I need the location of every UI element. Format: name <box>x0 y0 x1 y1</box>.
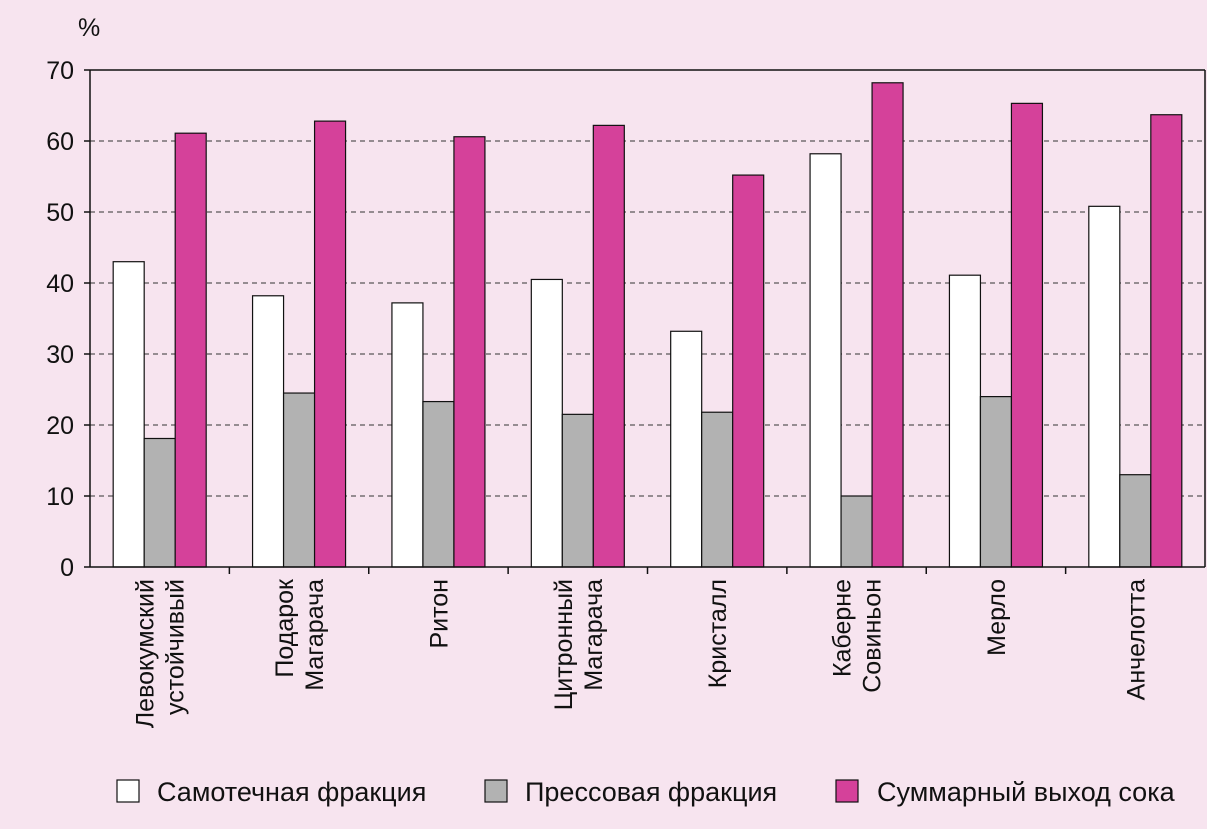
legend-label: Суммарный выход сока <box>877 777 1176 807</box>
bar <box>313 120 347 568</box>
bar <box>979 396 1013 568</box>
bar <box>391 302 424 568</box>
category-label: Цитронный Магарача <box>550 579 608 710</box>
category-label-line: Ритон <box>425 579 453 649</box>
bar <box>530 278 563 568</box>
category-label-line: Мерло <box>983 579 1011 656</box>
category-label-line: Анчелотта <box>1122 579 1150 700</box>
bar <box>840 495 873 568</box>
bars <box>112 82 1183 568</box>
bar <box>871 82 904 568</box>
y-tick-labels: 0 10 20 30 40 50 60 70 <box>46 57 74 582</box>
category-label-line: Совиньон <box>859 579 887 693</box>
bar <box>282 392 316 568</box>
bar <box>422 400 455 568</box>
bar <box>1088 205 1121 568</box>
legend: Самотечная фракция Прессовая фракция Сумма… <box>116 777 1176 807</box>
bar <box>592 124 625 568</box>
axes <box>84 69 1206 574</box>
y-tick-label: 40 <box>46 270 74 298</box>
legend-label: Прессовая фракция <box>525 777 777 807</box>
bar <box>143 437 176 568</box>
category-labels: Левокумский устойчивый Подарок Магарача Рито… <box>132 578 1151 728</box>
category-label: Подарок Магарача <box>271 578 329 691</box>
bar <box>1119 474 1152 568</box>
category-label-line: Левокумский <box>132 579 160 728</box>
category-label-line: Цитронный <box>550 579 578 710</box>
bar <box>809 153 842 568</box>
category-label-line: Подарок <box>271 578 299 678</box>
category-label-line: Каберне <box>829 579 857 677</box>
category-label: Мерло <box>983 579 1011 656</box>
y-tick-label: 30 <box>46 341 74 369</box>
bar <box>732 174 765 568</box>
y-axis-unit-label: % <box>78 14 100 42</box>
y-tick-label: 60 <box>46 128 74 156</box>
y-tick-label: 0 <box>60 554 74 582</box>
bar <box>1010 102 1044 568</box>
category-label: Анчелотта <box>1122 579 1150 700</box>
category-label-line: Магарача <box>301 579 329 691</box>
bar <box>1150 114 1183 568</box>
legend-swatch <box>484 779 508 803</box>
category-label: Кристалл <box>704 579 732 688</box>
legend-swatch <box>835 779 859 803</box>
category-label-line: устойчивый <box>162 579 190 715</box>
legend-swatch <box>116 779 140 803</box>
category-label: Каберне Совиньон <box>829 579 887 693</box>
bar <box>670 330 703 568</box>
category-label-line: Магарача <box>580 579 608 691</box>
category-label-line: Кристалл <box>704 579 732 688</box>
bar <box>251 295 285 568</box>
category-label: Ритон <box>425 579 453 649</box>
y-tick-label: 10 <box>46 483 74 511</box>
bar <box>112 261 145 568</box>
bar <box>561 413 594 568</box>
y-tick-label: 70 <box>46 57 74 85</box>
category-label: Левокумский устойчивый <box>132 579 190 728</box>
bar <box>948 274 982 568</box>
bar <box>174 132 207 568</box>
y-tick-label: 50 <box>46 199 74 227</box>
legend-label: Самотечная фракция <box>157 777 426 807</box>
bar <box>701 411 734 568</box>
y-tick-label: 20 <box>46 412 74 440</box>
bar <box>453 136 486 568</box>
